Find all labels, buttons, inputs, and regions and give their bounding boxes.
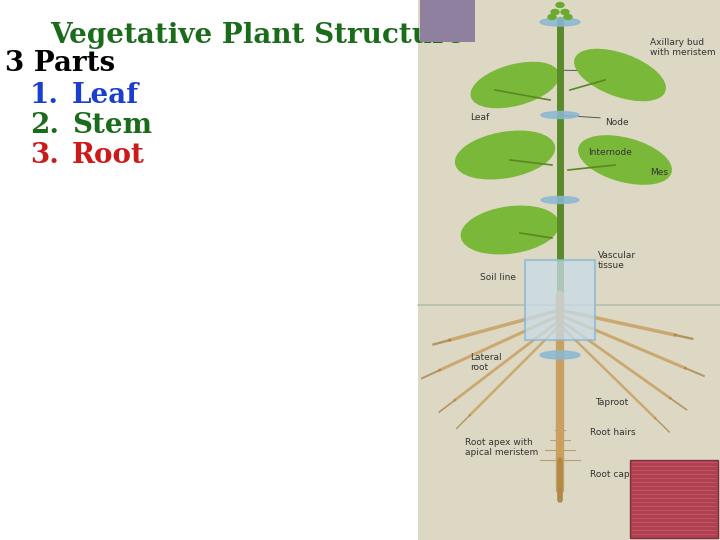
Bar: [630, 460, 718, 538]
Ellipse shape: [579, 136, 671, 184]
Text: Soil line: Soil line: [480, 273, 516, 282]
Ellipse shape: [540, 18, 580, 26]
Bar: [418, 0, 720, 540]
Text: Axillary bud
with meristem: Axillary bud with meristem: [650, 38, 716, 57]
Bar: [420, 0, 475, 42]
Text: Node: Node: [605, 118, 629, 127]
Text: 1.: 1.: [30, 82, 59, 109]
Text: Vegetative Plant Structure: Vegetative Plant Structure: [50, 22, 464, 49]
Ellipse shape: [561, 10, 569, 15]
Text: Leaf: Leaf: [470, 113, 490, 122]
Ellipse shape: [564, 15, 572, 19]
Text: Root: Root: [72, 142, 145, 169]
Text: Lateral
root: Lateral root: [470, 353, 502, 372]
Bar: [525, 260, 595, 340]
Text: Taproot: Taproot: [595, 398, 629, 407]
Text: 3 Parts: 3 Parts: [5, 50, 115, 77]
Ellipse shape: [541, 197, 579, 204]
Text: Mes: Mes: [650, 168, 668, 177]
Ellipse shape: [548, 15, 556, 19]
Text: Stem: Stem: [72, 112, 152, 139]
Ellipse shape: [551, 10, 559, 15]
Text: Root apex with
apical meristem: Root apex with apical meristem: [465, 437, 539, 457]
Text: Internode: Internode: [588, 148, 632, 157]
Ellipse shape: [575, 50, 665, 100]
Text: Vascular
tissue: Vascular tissue: [598, 251, 636, 270]
Ellipse shape: [540, 351, 580, 359]
Text: Leaf: Leaf: [72, 82, 139, 109]
Text: Root cap: Root cap: [590, 470, 629, 479]
Text: 3.: 3.: [30, 142, 59, 169]
Ellipse shape: [462, 206, 559, 254]
Text: 2.: 2.: [30, 112, 59, 139]
Ellipse shape: [541, 111, 579, 118]
Ellipse shape: [556, 3, 564, 8]
Text: Root hairs: Root hairs: [590, 428, 636, 437]
Ellipse shape: [456, 131, 554, 179]
Ellipse shape: [471, 63, 559, 107]
